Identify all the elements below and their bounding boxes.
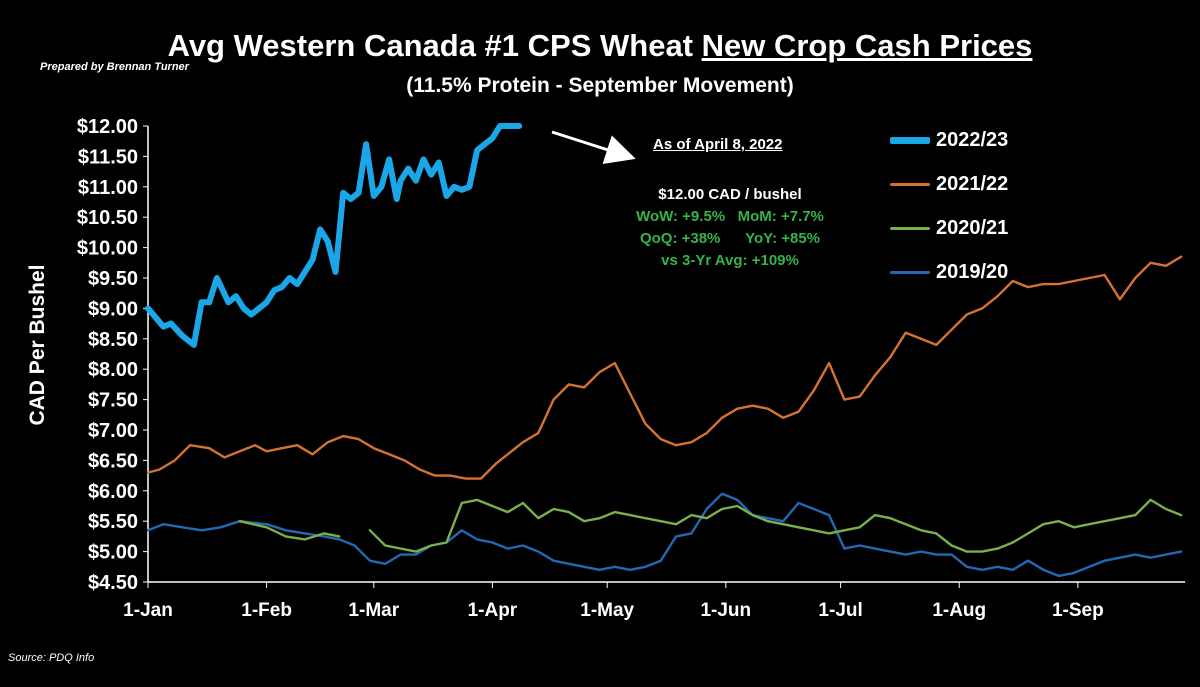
annotation-arrow xyxy=(551,130,636,164)
chart-title-prefix: Avg Western Canada #1 CPS Wheat xyxy=(167,28,702,63)
as-of-label: As of April 8, 2022 xyxy=(653,136,783,153)
legend-swatch xyxy=(890,226,930,230)
y-tick-label: $6.50 xyxy=(88,450,138,472)
stats-line-2: QoQ: +38% YoY: +85% xyxy=(639,230,821,247)
series-lines xyxy=(145,123,1183,578)
chart-title: Avg Western Canada #1 CPS Wheat New Crop… xyxy=(0,28,1200,64)
legend-swatch xyxy=(890,136,930,144)
legend-swatch xyxy=(890,270,930,274)
source-note: Source: PDQ Info xyxy=(8,652,95,664)
series-line-2022-23 xyxy=(145,123,523,348)
x-tick-label: 1-Mar xyxy=(348,600,399,621)
y-tick-label: $8.50 xyxy=(88,329,138,351)
series-line-2020-21 xyxy=(238,520,341,541)
x-tick-label: 1-Jul xyxy=(818,600,862,621)
y-tick-label: $10.00 xyxy=(77,238,138,260)
x-tick-label: 1-Sep xyxy=(1052,600,1104,621)
series-line-2019-20 xyxy=(146,492,1183,578)
chart-title-underlined: New Crop Cash Prices xyxy=(701,28,1033,63)
y-tick-label: $4.50 xyxy=(88,572,138,594)
y-tick-label: $5.00 xyxy=(88,542,138,564)
legend-item-2021-22: 2021/22 xyxy=(890,162,1008,206)
y-tick-label: $9.00 xyxy=(88,298,138,320)
axes: $12.00 $11.50 $11.00 $10.50 $10.00 $9.50 $9.00… xyxy=(77,116,1185,621)
legend-label: 2021/22 xyxy=(936,172,1009,195)
y-tick-label: $12.00 xyxy=(77,116,138,138)
chart-subtitle: (11.5% Protein - September Movement) xyxy=(406,74,794,97)
legend-label: 2019/20 xyxy=(936,260,1009,283)
legend-swatch xyxy=(890,182,930,186)
legend-item-2019-20: 2019/20 xyxy=(890,250,1008,294)
y-tick-label: $10.50 xyxy=(77,207,138,229)
y-tick-label: $9.50 xyxy=(88,268,138,290)
y-tick-label: $11.00 xyxy=(78,177,138,199)
prepared-by: Prepared by Brennan Turner xyxy=(40,61,189,73)
stats-line-3: vs 3-Yr Avg: +109% xyxy=(661,252,799,269)
y-tick-label: $8.00 xyxy=(88,359,138,381)
arrow-line xyxy=(551,130,636,164)
y-tick-label: $7.00 xyxy=(88,420,138,442)
x-tick-label: 1-Jan xyxy=(123,600,173,621)
x-tick-label: 1-Jun xyxy=(700,600,751,621)
series-line-2021-22 xyxy=(146,255,1183,480)
x-tick-label: 1-Apr xyxy=(468,600,518,621)
y-tick-label: $7.50 xyxy=(88,390,138,412)
y-tick-label: $11.50 xyxy=(78,146,138,168)
y-tick-label: $6.00 xyxy=(88,481,138,503)
legend-label: 2022/23 xyxy=(936,128,1009,151)
stats-box: $12.00 CAD / bushel WoW: +9.5% MoM: +7.7… xyxy=(600,186,860,272)
y-tick-label: $5.50 xyxy=(88,511,138,533)
x-tick-label: 1-Feb xyxy=(241,600,292,621)
legend: 2022/23 2021/22 2020/21 2019/20 xyxy=(890,118,1008,294)
legend-item-2020-21: 2020/21 xyxy=(890,206,1008,250)
stats-price: $12.00 CAD / bushel xyxy=(658,186,802,203)
legend-item-2022-23: 2022/23 xyxy=(890,118,1008,162)
x-tick-label: 1-May xyxy=(580,600,634,621)
legend-label: 2020/21 xyxy=(936,216,1009,239)
series-line-2020-21 xyxy=(368,498,1183,553)
x-tick-label: 1-Aug xyxy=(932,600,986,621)
stats-line-1: WoW: +9.5% MoM: +7.7% xyxy=(636,208,824,225)
